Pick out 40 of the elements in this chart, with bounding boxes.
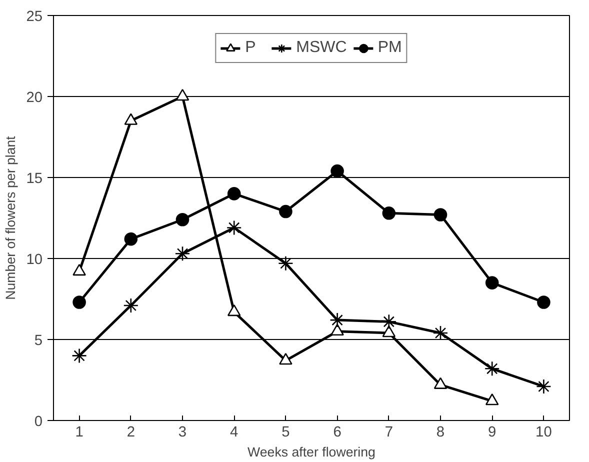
point bbox=[226, 220, 242, 236]
y-tick-label: 25 bbox=[26, 9, 43, 25]
x-tick-label: 8 bbox=[436, 424, 445, 440]
y-axis-title: Number of flowers per plant bbox=[3, 136, 18, 300]
x-tick-label: 3 bbox=[178, 424, 187, 440]
point bbox=[537, 296, 550, 309]
point bbox=[536, 378, 552, 394]
legend-label: MSWC bbox=[296, 39, 347, 57]
point bbox=[174, 246, 190, 262]
point bbox=[72, 296, 86, 309]
x-axis-title: Weeks after flowering bbox=[248, 444, 376, 460]
x-tick-label: 4 bbox=[230, 424, 238, 440]
y-tick-label: 20 bbox=[26, 90, 43, 106]
point bbox=[72, 348, 87, 364]
point bbox=[484, 361, 500, 376]
y-tick-label: 15 bbox=[26, 171, 43, 187]
point bbox=[434, 208, 448, 222]
x-tick-label: 2 bbox=[126, 424, 135, 440]
point bbox=[382, 206, 396, 220]
point bbox=[278, 256, 294, 272]
point bbox=[279, 204, 292, 218]
point bbox=[176, 212, 190, 226]
x-tick-label: 10 bbox=[536, 424, 552, 440]
x-tick-label: 1 bbox=[75, 424, 84, 440]
y-tick-label: 10 bbox=[26, 252, 43, 268]
legend-label: P bbox=[245, 39, 257, 57]
x-tick-label: 6 bbox=[333, 424, 342, 440]
point bbox=[330, 164, 344, 178]
point bbox=[432, 325, 448, 341]
point bbox=[227, 187, 241, 200]
x-tick-label: 5 bbox=[282, 424, 290, 440]
legend-label: PM bbox=[378, 39, 402, 57]
y-tick-label: 5 bbox=[34, 333, 43, 349]
x-tick-label: 7 bbox=[384, 424, 393, 440]
point bbox=[123, 298, 139, 314]
point bbox=[485, 276, 499, 290]
point bbox=[330, 312, 345, 328]
y-tick-label: 0 bbox=[34, 414, 43, 430]
x-tick-label: 9 bbox=[488, 424, 496, 440]
point bbox=[124, 232, 138, 246]
